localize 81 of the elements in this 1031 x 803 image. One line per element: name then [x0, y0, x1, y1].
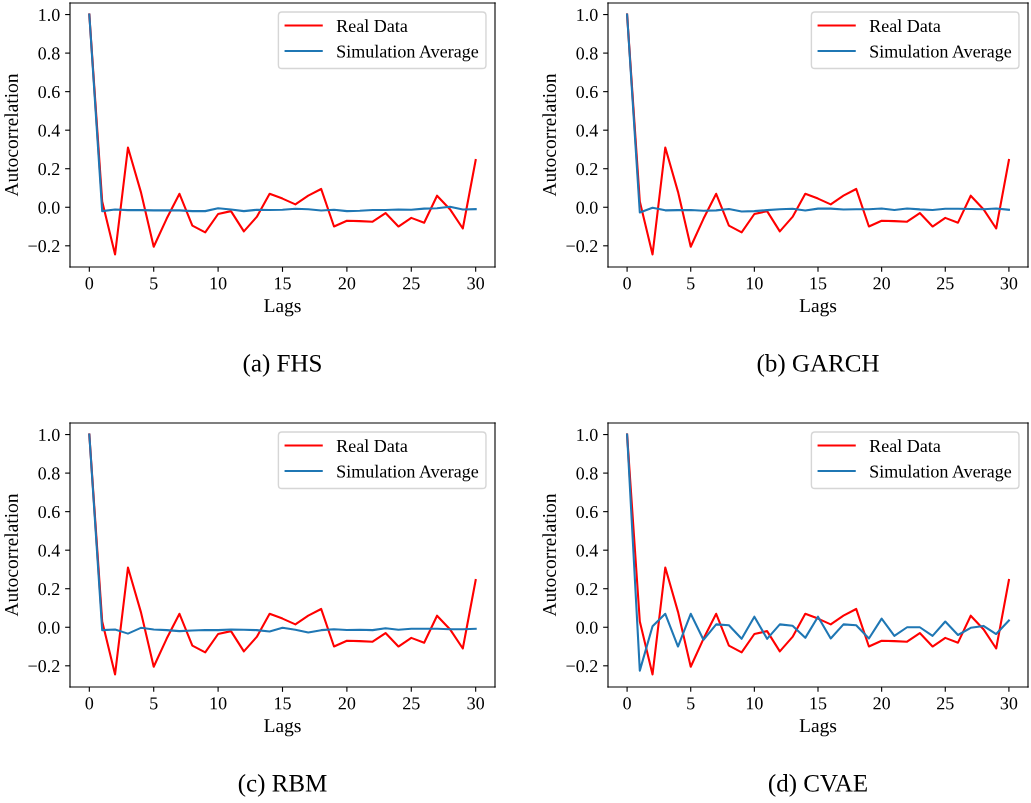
y-tick-label: 0.8: [576, 47, 598, 60]
text: (c) RBM: [238, 774, 327, 797]
y-tick-label: 1.0: [39, 428, 60, 442]
line-series: [88, 13, 477, 213]
x-tick-label: 20: [873, 277, 890, 290]
y-tick-label: −0.2: [28, 240, 60, 253]
y-tick-label: 0.0: [576, 201, 598, 214]
y-tick-label: 0.4: [38, 544, 60, 557]
y-tick-label: 0.2: [38, 162, 60, 176]
y-tick-label: 0.8: [576, 467, 598, 480]
text: (d) CVAE: [768, 774, 867, 797]
x-tick-label: 15: [275, 697, 291, 710]
x-tick-label: 10: [746, 697, 763, 710]
y-tick-label: 0.4: [38, 124, 60, 137]
x-tick-label: 30: [467, 697, 485, 710]
y-tick-label: 0.0: [38, 621, 60, 634]
legend-label: Real Data: [336, 19, 408, 33]
x-tick-label: 5: [150, 697, 158, 710]
y-tick-label: 0.4: [576, 124, 598, 137]
x-axis-title: Lags: [799, 299, 837, 317]
x-tick-label: 15: [810, 277, 827, 290]
y-axis-title: Autocorrelation: [4, 493, 19, 617]
y-tick-label: 0.6: [38, 85, 60, 99]
x-tick-label: 20: [338, 697, 356, 710]
x-tick-label: 15: [275, 277, 291, 290]
y-tick-label: 0.8: [38, 467, 60, 480]
x-tick-label: 0: [85, 697, 94, 710]
text: (a) FHS: [243, 354, 321, 377]
y-tick-label: 0.4: [576, 544, 598, 557]
x-tick-label: 20: [873, 697, 890, 710]
x-tick-label: 20: [338, 277, 356, 290]
x-tick-label: 10: [210, 697, 227, 710]
x-tick-label: 25: [937, 697, 954, 710]
y-tick-label: −0.2: [28, 660, 60, 673]
x-tick-label: 0: [623, 277, 631, 290]
x-axis-title: Lags: [264, 299, 301, 317]
line-series: [626, 13, 1010, 214]
x-tick-label: 30: [1000, 697, 1018, 710]
y-tick-label: 0.0: [38, 201, 60, 214]
line-series: [88, 13, 477, 256]
legend-label: Simulation Average: [337, 44, 479, 62]
x-tick-label: 10: [746, 277, 763, 290]
y-axis-title: Autocorrelation: [4, 73, 19, 197]
legend-label: Real Data: [869, 19, 941, 33]
legend-label: Simulation Average: [337, 464, 479, 482]
x-axis-title: Lags: [264, 719, 301, 737]
x-tick-label: 25: [403, 277, 420, 290]
y-tick-label: 0.6: [38, 505, 60, 519]
text: (b) GARCH: [757, 354, 879, 377]
legend-label: Real Data: [336, 439, 408, 453]
y-axis-title: Autocorrelation: [542, 73, 557, 197]
y-tick-label: 1.0: [577, 8, 598, 22]
legend-label: Simulation Average: [870, 464, 1012, 482]
x-tick-label: 25: [403, 697, 420, 710]
line-series: [88, 433, 477, 635]
y-tick-label: 0.2: [576, 162, 598, 176]
x-tick-label: 0: [85, 277, 94, 290]
line-series: [88, 433, 477, 676]
x-tick-label: 30: [1000, 277, 1018, 290]
x-tick-label: 0: [623, 697, 631, 710]
x-tick-label: 5: [150, 277, 158, 290]
y-tick-label: 1.0: [39, 8, 60, 22]
y-tick-label: 0.0: [576, 621, 598, 634]
y-tick-label: 0.6: [576, 505, 598, 519]
y-axis-title: Autocorrelation: [542, 493, 557, 617]
y-tick-label: 0.2: [576, 582, 598, 596]
legend-label: Real Data: [869, 439, 941, 453]
x-tick-label: 15: [810, 697, 827, 710]
y-tick-label: 1.0: [577, 428, 598, 442]
x-tick-label: 10: [210, 277, 227, 290]
x-tick-label: 30: [467, 277, 485, 290]
y-tick-label: −0.2: [566, 240, 598, 253]
x-axis-title: Lags: [799, 719, 837, 737]
y-tick-label: 0.8: [38, 47, 60, 60]
x-tick-label: 5: [687, 697, 695, 710]
x-tick-label: 5: [687, 277, 695, 290]
x-tick-label: 25: [937, 277, 954, 290]
y-tick-label: 0.2: [38, 582, 60, 596]
legend-label: Simulation Average: [870, 44, 1012, 62]
y-tick-label: 0.6: [576, 85, 598, 99]
y-tick-label: −0.2: [566, 660, 598, 673]
